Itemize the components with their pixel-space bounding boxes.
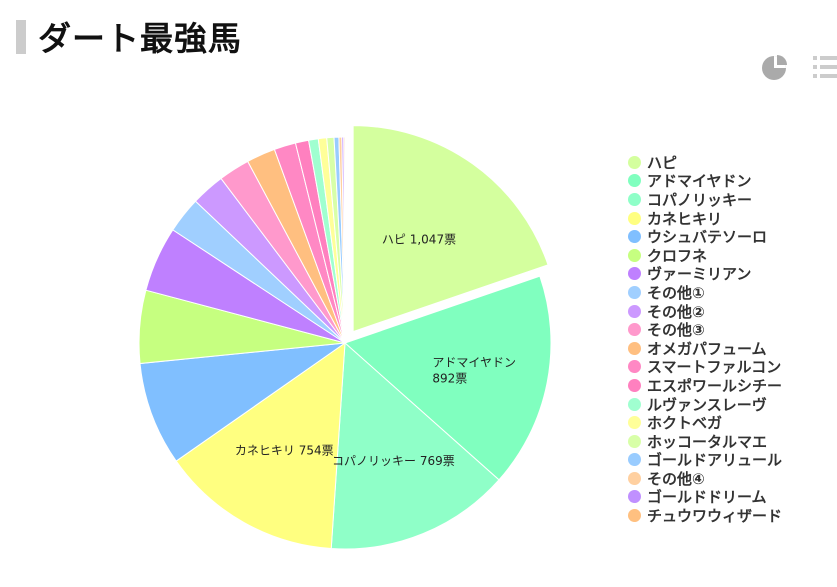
page-title: ダート最強馬 bbox=[38, 19, 242, 58]
data-label: ハピ 1,047票 bbox=[382, 232, 456, 246]
legend-item-3[interactable]: コパノリッキー bbox=[628, 190, 782, 209]
pie-slice-20[interactable] bbox=[343, 136, 346, 344]
legend-label: ホクトベガ bbox=[647, 414, 723, 433]
legend-swatch bbox=[628, 211, 641, 225]
data-label: コパノリッキー 769票 bbox=[332, 454, 455, 468]
legend-item-19[interactable]: ゴールドドリーム bbox=[628, 488, 782, 507]
legend-item-18[interactable]: その他④ bbox=[628, 469, 782, 488]
legend-label: その他① bbox=[647, 283, 705, 302]
legend-swatch bbox=[628, 360, 641, 374]
legend-swatch bbox=[628, 378, 641, 392]
pie-slice-5[interactable] bbox=[139, 342, 347, 462]
legend-label: スマートファルコン bbox=[647, 358, 782, 377]
list-view-button[interactable] bbox=[808, 52, 837, 82]
data-label: カネヒキリ 754票 bbox=[235, 444, 334, 458]
legend-item-5[interactable]: ウシュバテソーロ bbox=[628, 227, 782, 246]
legend-item-16[interactable]: ホッコータルマエ bbox=[628, 432, 782, 451]
legend-swatch bbox=[628, 397, 641, 411]
legend-label: ルヴァンスレーヴ bbox=[647, 395, 767, 414]
legend-label: ハピ bbox=[647, 153, 678, 172]
legend-label: その他④ bbox=[647, 469, 705, 488]
legend-swatch bbox=[628, 155, 641, 169]
legend-swatch bbox=[628, 323, 641, 337]
legend-item-14[interactable]: ルヴァンスレーヴ bbox=[628, 395, 782, 414]
legend-swatch bbox=[628, 341, 641, 355]
legend-label: ゴールドドリーム bbox=[647, 488, 767, 507]
legend-swatch bbox=[628, 267, 641, 281]
legend-item-4[interactable]: カネヒキリ bbox=[628, 209, 782, 228]
legend-label: カネヒキリ bbox=[647, 209, 723, 228]
legend-item-11[interactable]: オメガパフューム bbox=[628, 339, 782, 358]
list-icon bbox=[813, 56, 837, 78]
pie-slice-2[interactable] bbox=[344, 275, 552, 481]
legend-label: コパノリッキー bbox=[647, 190, 753, 209]
legend-item-9[interactable]: その他② bbox=[628, 302, 782, 321]
legend-label: ホッコータルマエ bbox=[647, 432, 768, 451]
legend-label: クロフネ bbox=[647, 246, 708, 265]
legend-swatch bbox=[628, 490, 641, 504]
legend-swatch bbox=[628, 434, 641, 448]
legend-label: アドマイヤドン bbox=[647, 172, 752, 191]
legend-swatch bbox=[628, 174, 641, 188]
pie-slice-1[interactable] bbox=[352, 125, 549, 333]
data-label: アドマイヤドン 892票 bbox=[432, 356, 516, 386]
legend-item-17[interactable]: ゴールドアリュール bbox=[628, 451, 783, 470]
legend-swatch bbox=[628, 509, 641, 523]
legend-item-20[interactable]: チュウワウィザード bbox=[628, 506, 782, 525]
legend-swatch bbox=[628, 416, 641, 430]
legend-swatch bbox=[628, 192, 641, 206]
legend-item-8[interactable]: その他① bbox=[628, 283, 782, 302]
legend-label: オメガパフューム bbox=[647, 339, 767, 358]
legend-item-12[interactable]: スマートファルコン bbox=[628, 358, 782, 377]
pie-slice-4[interactable] bbox=[175, 341, 346, 550]
chart-legend: ハピ アドマイヤドン コパノリッキー カネヒキリ ウシュバテソーロ クロフネ ヴァーミリアン… bbox=[628, 153, 782, 525]
legend-swatch bbox=[628, 471, 641, 485]
legend-item-13[interactable]: エスポワールシチー bbox=[628, 376, 782, 395]
legend-swatch bbox=[628, 285, 641, 299]
legend-item-1[interactable]: ハピ bbox=[628, 153, 782, 172]
legend-label: チュウワウィザード bbox=[647, 507, 783, 526]
legend-swatch bbox=[628, 248, 641, 262]
legend-label: ヴァーミリアン bbox=[647, 265, 752, 284]
legend-swatch bbox=[628, 304, 641, 318]
pie-chart-view-button[interactable] bbox=[760, 52, 790, 82]
legend-item-10[interactable]: その他③ bbox=[628, 320, 782, 339]
legend-item-2[interactable]: アドマイヤドン bbox=[628, 172, 782, 191]
legend-label: ゴールドアリュール bbox=[647, 451, 783, 470]
legend-label: エスポワールシチー bbox=[647, 376, 783, 395]
legend-label: その他③ bbox=[647, 321, 705, 340]
legend-swatch bbox=[628, 230, 641, 244]
legend-item-7[interactable]: ヴァーミリアン bbox=[628, 265, 782, 284]
legend-label: ウシュバテソーロ bbox=[647, 228, 768, 247]
legend-swatch bbox=[628, 453, 641, 467]
pie-slice-3[interactable] bbox=[330, 341, 500, 550]
title-accent-bar bbox=[16, 20, 26, 54]
legend-item-15[interactable]: ホクトベガ bbox=[628, 413, 782, 432]
legend-label: その他② bbox=[647, 302, 705, 321]
pie-chart-icon bbox=[762, 55, 787, 80]
legend-item-6[interactable]: クロフネ bbox=[628, 246, 782, 265]
